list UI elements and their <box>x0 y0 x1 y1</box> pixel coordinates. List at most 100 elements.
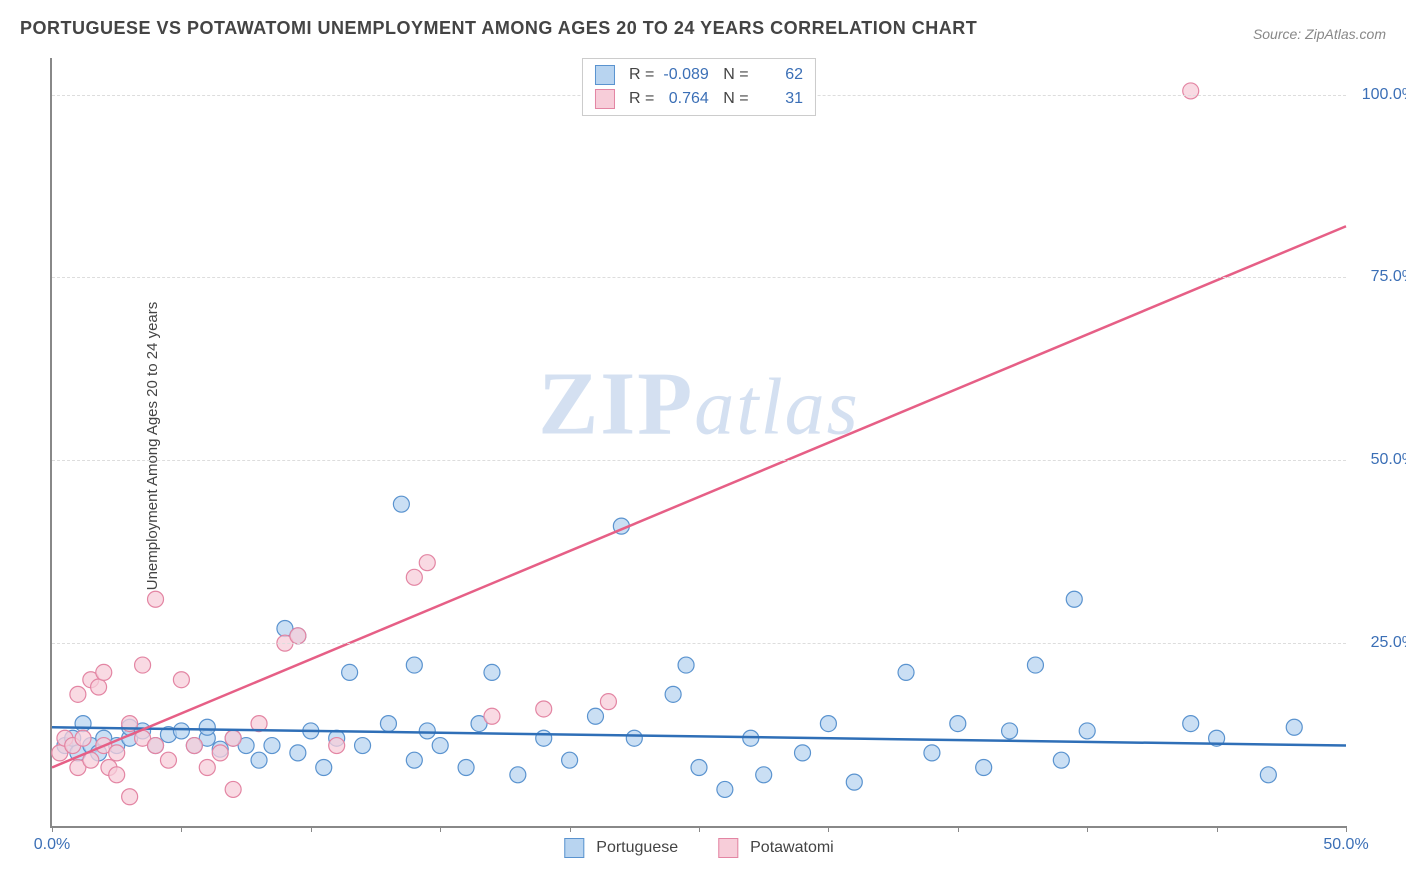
data-point <box>1183 83 1199 99</box>
data-point <box>122 789 138 805</box>
data-point <box>264 738 280 754</box>
data-point <box>1079 723 1095 739</box>
data-point <box>75 716 91 732</box>
swatch-icon <box>718 838 738 858</box>
data-point <box>290 745 306 761</box>
chart-svg <box>52 58 1346 826</box>
data-point <box>199 719 215 735</box>
data-point <box>91 679 107 695</box>
data-point <box>406 569 422 585</box>
data-point <box>898 664 914 680</box>
legend-row-potawatomi: R = 0.764 N = 31 <box>595 87 803 111</box>
data-point <box>173 723 189 739</box>
x-tick <box>311 826 312 832</box>
data-point <box>75 730 91 746</box>
data-point <box>148 738 164 754</box>
gridline <box>52 460 1346 461</box>
data-point <box>458 759 474 775</box>
data-point <box>406 657 422 673</box>
data-point <box>1053 752 1069 768</box>
data-point <box>756 767 772 783</box>
legend-item-portuguese: Portuguese <box>564 838 678 858</box>
x-tick <box>52 826 53 832</box>
data-point <box>484 708 500 724</box>
y-tick-label: 100.0% <box>1356 86 1406 104</box>
x-tick-label: 0.0% <box>34 836 70 854</box>
data-point <box>820 716 836 732</box>
data-point <box>924 745 940 761</box>
data-point <box>678 657 694 673</box>
data-point <box>665 686 681 702</box>
x-tick <box>181 826 182 832</box>
series-legend: Portuguese Potawatomi <box>564 838 833 858</box>
legend-label: Portuguese <box>596 839 678 857</box>
data-point <box>380 716 396 732</box>
data-point <box>316 759 332 775</box>
data-point <box>1286 719 1302 735</box>
data-point <box>109 745 125 761</box>
x-tick <box>958 826 959 832</box>
data-point <box>976 759 992 775</box>
data-point <box>329 738 345 754</box>
data-point <box>846 774 862 790</box>
x-tick <box>570 826 571 832</box>
x-tick <box>440 826 441 832</box>
gridline <box>52 277 1346 278</box>
data-point <box>251 752 267 768</box>
data-point <box>225 781 241 797</box>
x-tick <box>1087 826 1088 832</box>
source-attribution: Source: ZipAtlas.com <box>1253 26 1386 42</box>
data-point <box>70 686 86 702</box>
data-point <box>950 716 966 732</box>
data-point <box>1027 657 1043 673</box>
data-point <box>562 752 578 768</box>
data-point <box>536 701 552 717</box>
data-point <box>160 752 176 768</box>
data-point <box>717 781 733 797</box>
swatch-icon <box>564 838 584 858</box>
data-point <box>290 628 306 644</box>
chart-title: PORTUGUESE VS POTAWATOMI UNEMPLOYMENT AM… <box>20 18 977 39</box>
data-point <box>1066 591 1082 607</box>
data-point <box>1002 723 1018 739</box>
x-tick <box>1217 826 1218 832</box>
data-point <box>795 745 811 761</box>
data-point <box>96 664 112 680</box>
data-point <box>186 738 202 754</box>
correlation-legend: R = -0.089 N = 62 R = 0.764 N = 31 <box>582 58 816 116</box>
data-point <box>587 708 603 724</box>
data-point <box>355 738 371 754</box>
data-point <box>173 672 189 688</box>
trend-line <box>52 226 1346 767</box>
y-tick-label: 50.0% <box>1356 451 1406 469</box>
data-point <box>225 730 241 746</box>
data-point <box>626 730 642 746</box>
swatch-potawatomi <box>595 89 615 109</box>
data-point <box>135 657 151 673</box>
data-point <box>406 752 422 768</box>
data-point <box>109 767 125 783</box>
data-point <box>484 664 500 680</box>
data-point <box>1260 767 1276 783</box>
data-point <box>342 664 358 680</box>
data-point <box>536 730 552 746</box>
data-point <box>432 738 448 754</box>
x-tick <box>1346 826 1347 832</box>
plot-area: ZIPatlas R = -0.089 N = 62 R = 0.764 N =… <box>50 58 1346 828</box>
data-point <box>393 496 409 512</box>
y-tick-label: 75.0% <box>1356 268 1406 286</box>
data-point <box>419 723 435 739</box>
legend-item-potawatomi: Potawatomi <box>718 838 834 858</box>
data-point <box>148 591 164 607</box>
data-point <box>600 694 616 710</box>
data-point <box>199 759 215 775</box>
x-tick-label: 50.0% <box>1323 836 1368 854</box>
data-point <box>1183 716 1199 732</box>
legend-row-portuguese: R = -0.089 N = 62 <box>595 63 803 87</box>
swatch-portuguese <box>595 65 615 85</box>
data-point <box>212 745 228 761</box>
y-tick-label: 25.0% <box>1356 634 1406 652</box>
data-point <box>691 759 707 775</box>
data-point <box>510 767 526 783</box>
data-point <box>419 555 435 571</box>
